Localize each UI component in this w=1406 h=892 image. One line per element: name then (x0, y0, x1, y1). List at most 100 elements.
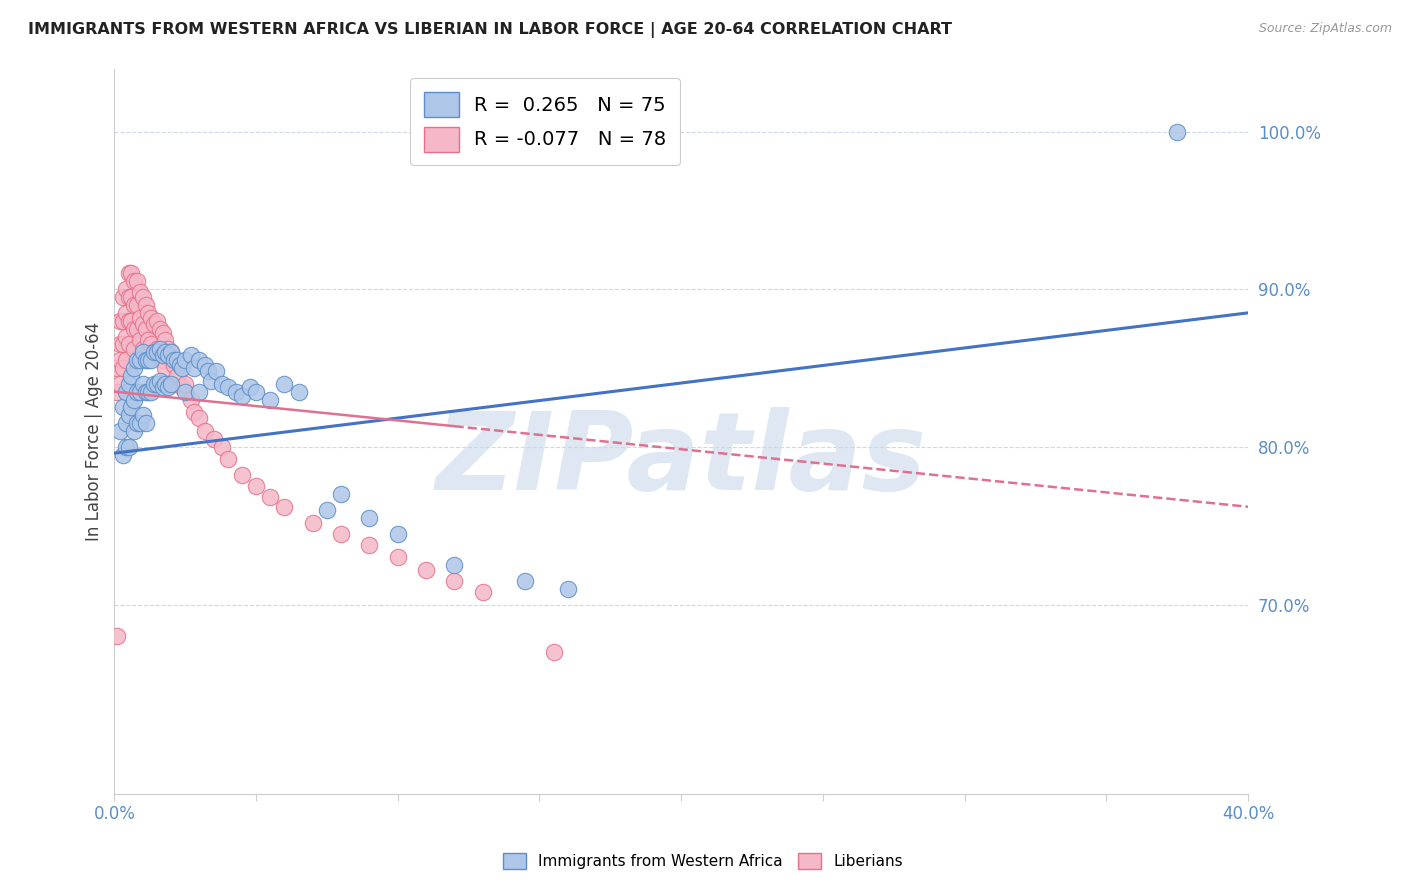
Text: Source: ZipAtlas.com: Source: ZipAtlas.com (1258, 22, 1392, 36)
Point (239, 380, 262, 394)
Point (149, 374, 172, 388)
Point (122, 321, 145, 335)
Point (117, 376, 139, 391)
Point (125, 353, 148, 368)
Point (301, 516, 323, 530)
Point (141, 353, 163, 368)
Point (114, 384, 136, 399)
Point (149, 342, 172, 356)
Point (155, 345, 177, 359)
Point (160, 376, 183, 391)
Point (122, 361, 145, 376)
Point (117, 290, 139, 304)
Point (108, 353, 131, 368)
Point (160, 376, 183, 391)
Y-axis label: In Labor Force | Age 20-64: In Labor Force | Age 20-64 (86, 321, 103, 541)
Point (122, 298, 145, 312)
Point (157, 342, 180, 356)
Point (160, 345, 183, 359)
Point (114, 440, 136, 454)
Point (183, 405, 205, 419)
Point (120, 314, 142, 328)
Point (211, 376, 233, 391)
Point (152, 348, 174, 362)
Point (259, 491, 281, 505)
Point (138, 353, 160, 368)
Point (143, 317, 166, 331)
Point (117, 267, 139, 281)
Point (143, 345, 166, 359)
Point (188, 384, 211, 399)
Point (122, 392, 145, 407)
Point (117, 440, 139, 454)
Point (108, 376, 131, 391)
Point (129, 353, 152, 368)
Point (259, 392, 281, 407)
Point (217, 380, 239, 394)
Point (122, 342, 145, 356)
Point (117, 337, 139, 351)
Point (125, 384, 148, 399)
Point (120, 290, 142, 304)
Point (188, 411, 211, 425)
Point (330, 487, 353, 501)
Point (122, 274, 145, 288)
Point (183, 361, 205, 376)
Point (120, 401, 142, 415)
Point (105, 384, 128, 399)
Point (141, 310, 163, 325)
Point (172, 380, 194, 394)
Point (120, 267, 142, 281)
Point (172, 361, 194, 376)
Point (174, 353, 197, 368)
Point (108, 424, 131, 438)
Point (125, 298, 148, 312)
Point (211, 440, 233, 454)
Point (143, 376, 166, 391)
Point (557, 582, 579, 596)
Point (387, 526, 409, 541)
Point (155, 376, 177, 391)
Point (108, 314, 131, 328)
Point (316, 503, 339, 517)
Point (163, 353, 186, 368)
Point (166, 353, 188, 368)
Point (117, 409, 139, 423)
Point (114, 282, 136, 296)
Point (245, 479, 267, 493)
Point (174, 376, 197, 391)
Point (111, 448, 134, 462)
Point (138, 306, 160, 320)
Point (135, 348, 157, 362)
Point (129, 384, 152, 399)
Point (160, 345, 183, 359)
Point (174, 384, 197, 399)
Point (166, 368, 188, 383)
Point (231, 389, 253, 403)
Point (111, 314, 134, 328)
Point (155, 333, 177, 347)
Point (157, 380, 180, 394)
Point (129, 333, 152, 347)
Point (205, 364, 228, 378)
Point (114, 416, 136, 430)
Point (105, 629, 128, 643)
Point (273, 500, 295, 514)
Point (149, 321, 172, 335)
Point (245, 384, 267, 399)
Point (135, 353, 157, 368)
Point (146, 314, 169, 328)
Point (180, 348, 202, 362)
Point (169, 358, 191, 372)
Point (114, 306, 136, 320)
Point (543, 645, 565, 659)
Point (122, 424, 145, 438)
Point (200, 374, 222, 388)
Point (125, 321, 148, 335)
Point (515, 574, 537, 588)
Point (180, 392, 202, 407)
Point (132, 342, 155, 356)
Text: IMMIGRANTS FROM WESTERN AFRICA VS LIBERIAN IN LABOR FORCE | AGE 20-64 CORRELATIO: IMMIGRANTS FROM WESTERN AFRICA VS LIBERI… (28, 22, 952, 38)
Point (152, 353, 174, 368)
Point (152, 380, 174, 394)
